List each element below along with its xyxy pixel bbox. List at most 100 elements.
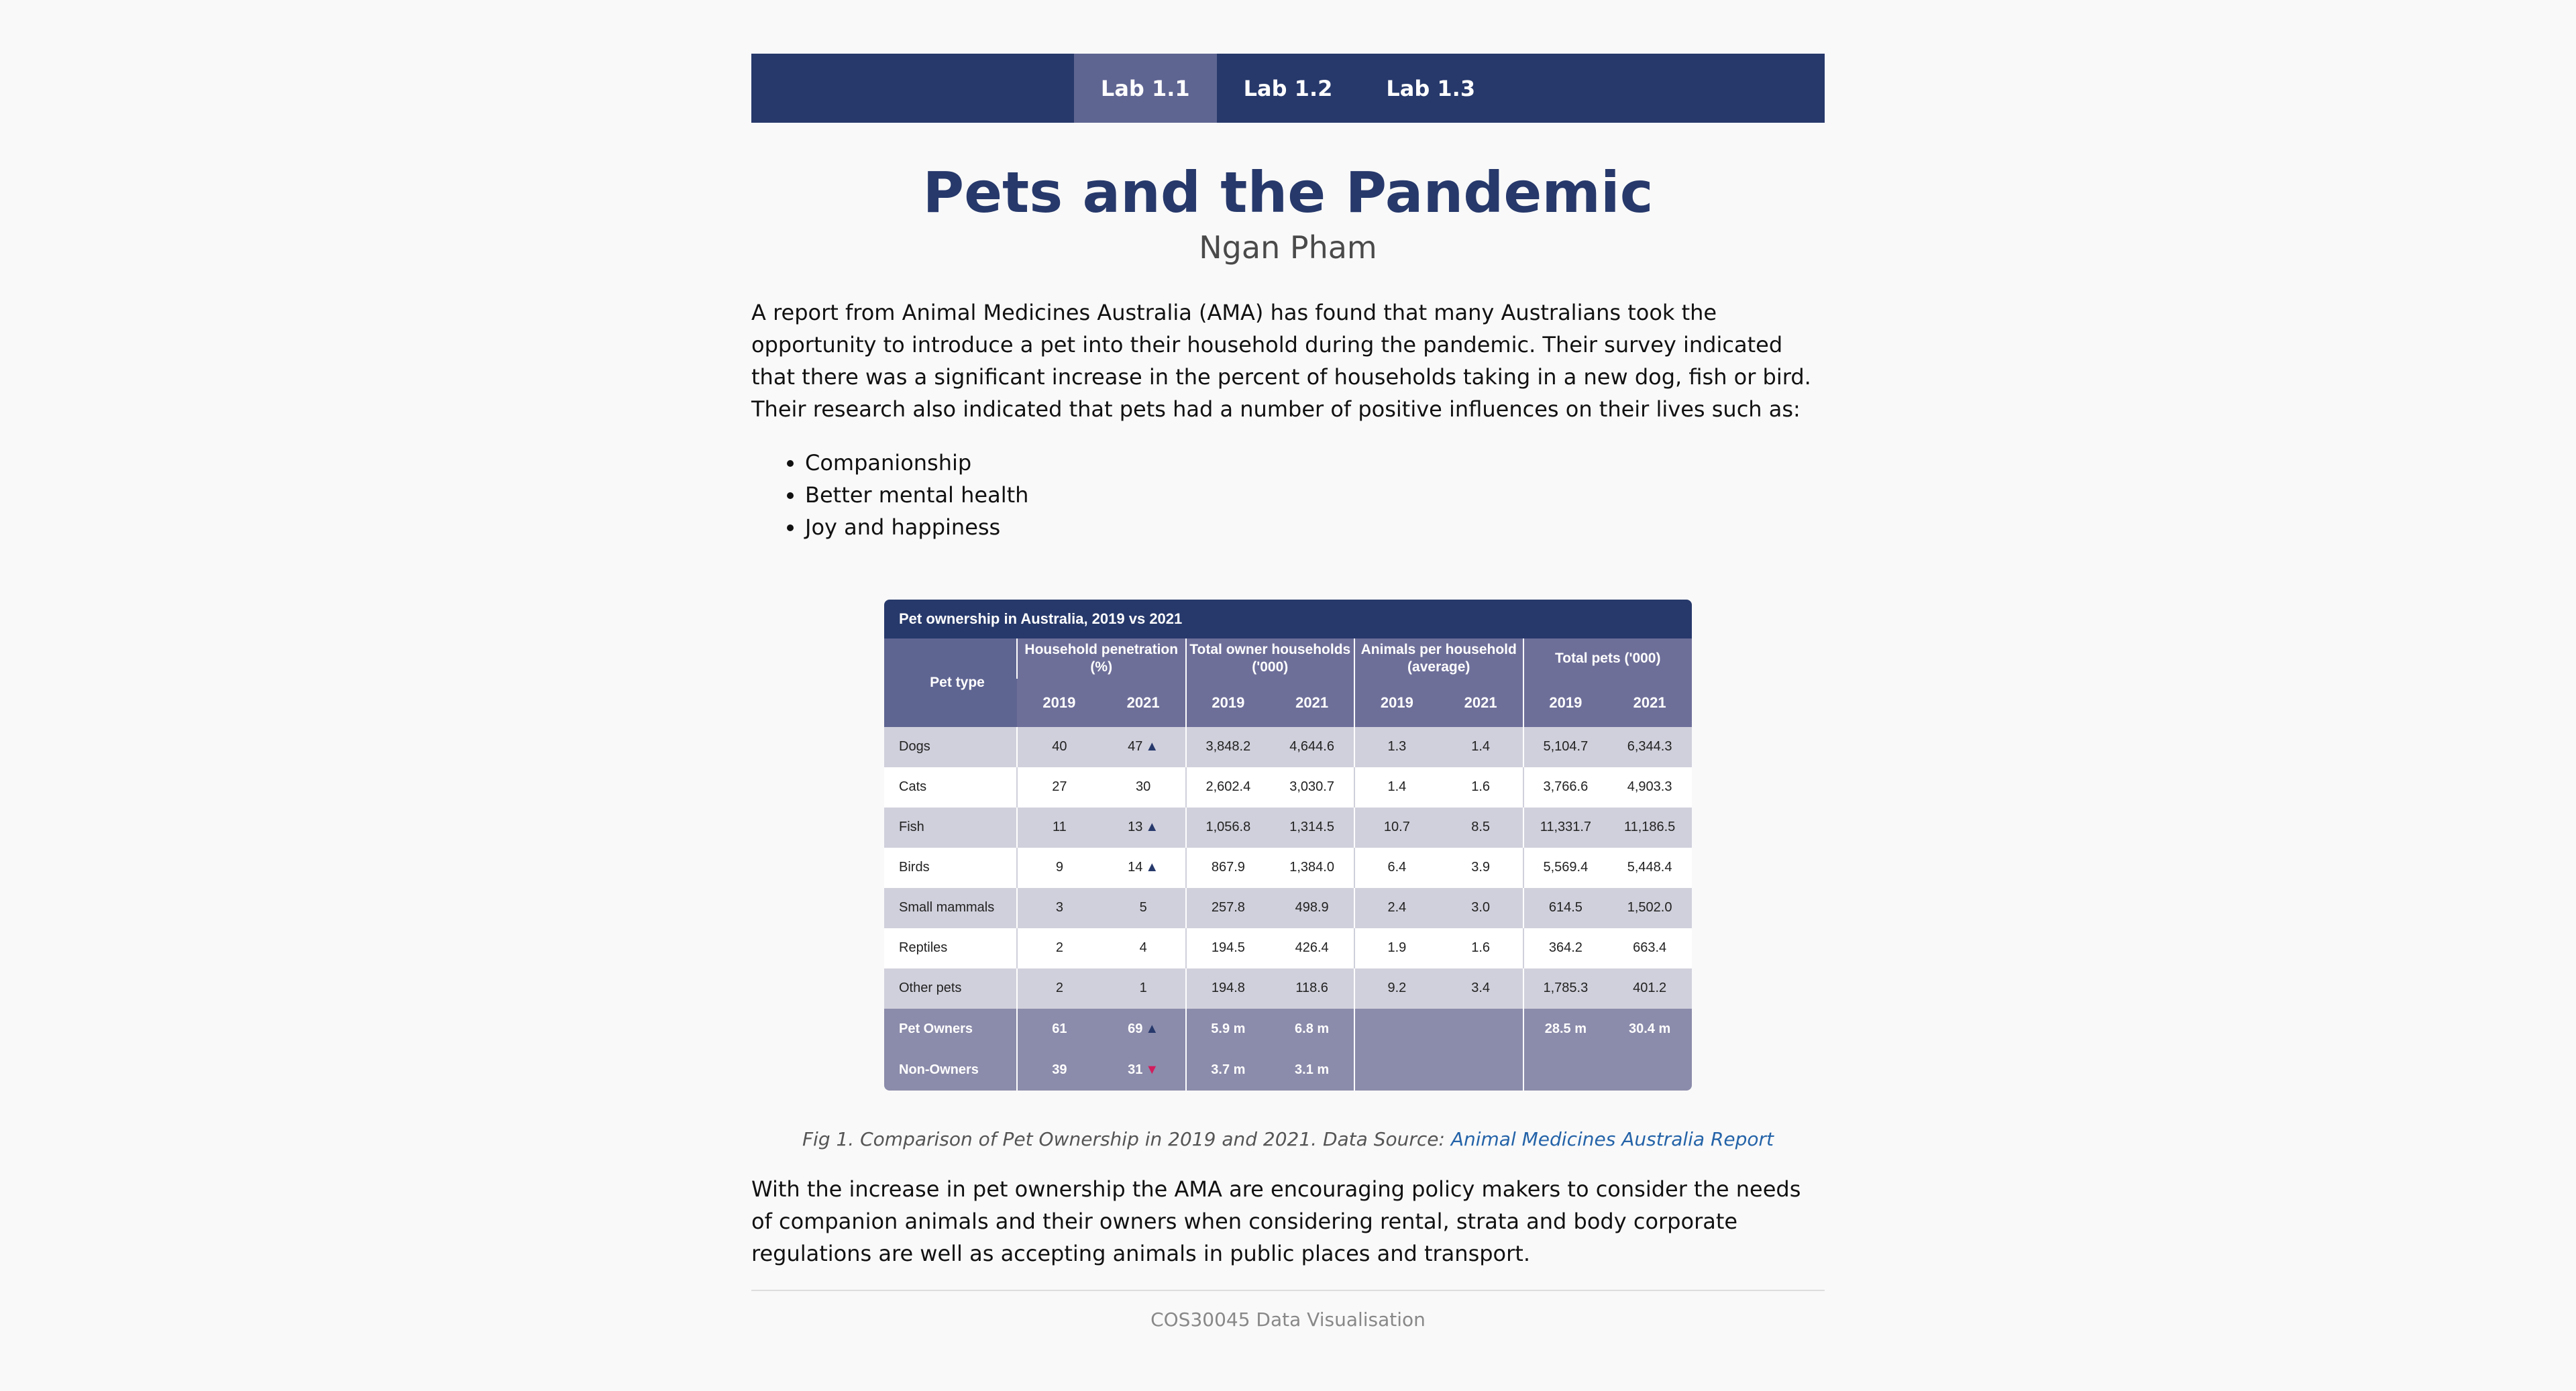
- table-row: Reptiles 2 4 194.5 426.4 1.9 1.6 364.2 663.4: [884, 928, 1692, 968]
- cell-value: 4: [1139, 940, 1147, 956]
- table-cell: 1.4: [1438, 726, 1523, 767]
- cell-value: 1,314.5: [1289, 820, 1334, 835]
- cell-value: 1.6: [1471, 940, 1491, 956]
- cell-value: 1,056.8: [1205, 820, 1251, 835]
- table-cell: 13 ▲: [1101, 807, 1186, 848]
- cell-value: 9.2: [1387, 981, 1407, 996]
- cell-value: 1.9: [1387, 940, 1407, 956]
- header-year: 2019: [1185, 678, 1271, 727]
- top-nav: Lab 1.1 Lab 1.2 Lab 1.3: [751, 54, 1825, 123]
- cell-value: 13: [1128, 820, 1143, 835]
- table-cell: 47 ▲: [1101, 726, 1186, 767]
- table-cell: 11,186.5: [1607, 807, 1692, 848]
- table-cell: 3,030.7: [1270, 767, 1354, 808]
- cell-value: 3.9: [1471, 860, 1491, 875]
- table-cell: 5: [1101, 887, 1186, 928]
- cell-value: 2: [1055, 940, 1063, 956]
- cell-value: 30.4 m: [1628, 1021, 1671, 1036]
- table-cell: 257.8: [1185, 887, 1271, 928]
- header-year: 2021: [1438, 678, 1523, 727]
- figure-title: Pet ownership in Australia, 2019 vs 2021: [884, 599, 1692, 638]
- cell-value: 401.2: [1633, 981, 1667, 996]
- cell-value: 3.4: [1471, 981, 1491, 996]
- table-body: Dogs 40 47 ▲ 3,848.2 4,644.6 1.3 1.4 5,104.7 6,34…: [884, 726, 1692, 1091]
- table-cell: 1,502.0: [1607, 887, 1692, 928]
- table-cell: 1.6: [1438, 928, 1523, 968]
- table-cell: 5,448.4: [1607, 847, 1692, 888]
- nav-tab-lab-1-2[interactable]: Lab 1.2: [1243, 75, 1333, 101]
- cell-value: 61: [1052, 1021, 1067, 1036]
- cell-value: 11,186.5: [1623, 820, 1676, 835]
- table-cell: 4,644.6: [1270, 726, 1354, 767]
- table-cell: 27: [1016, 767, 1102, 808]
- nav-tab-lab-1-1[interactable]: Lab 1.1: [1073, 54, 1217, 123]
- cell-value: 3.7 m: [1211, 1062, 1246, 1077]
- arrow-up-icon: ▲: [1145, 820, 1159, 835]
- cell-value: 6.4: [1387, 860, 1407, 875]
- cell-value: 2.4: [1387, 900, 1407, 915]
- cell-value: 5: [1139, 900, 1147, 915]
- row-label: Fish: [884, 807, 1017, 848]
- table-row: Pet Owners 61 69 ▲ 5.9 m 6.8 m 28.5 m 30.4 m: [884, 1008, 1692, 1050]
- cell-value: 1.6: [1471, 779, 1491, 795]
- row-label: Reptiles: [884, 928, 1017, 968]
- table-cell: 11,331.7: [1522, 807, 1608, 848]
- cell-value: 426.4: [1295, 940, 1329, 956]
- intro-paragraph: A report from Animal Medicines Australia…: [751, 299, 1811, 422]
- cell-value: 31: [1128, 1062, 1143, 1077]
- cell-value: 5,104.7: [1543, 739, 1589, 755]
- table-cell: 614.5: [1522, 887, 1608, 928]
- cell-value: 867.9: [1211, 860, 1245, 875]
- cell-value: 11: [1052, 820, 1067, 835]
- source-link[interactable]: Animal Medicines Australia Report: [1450, 1127, 1774, 1150]
- table-cell: 1.3: [1354, 726, 1439, 767]
- row-label: Birds: [884, 847, 1017, 888]
- cell-value: 5,448.4: [1627, 860, 1672, 875]
- figure-caption: Fig 1. Comparison of Pet Ownership in 20…: [751, 1128, 1825, 1150]
- nav-tab-lab-1-3[interactable]: Lab 1.3: [1386, 75, 1476, 101]
- cell-value: 6.8 m: [1295, 1021, 1330, 1036]
- table-cell: 69 ▲: [1101, 1008, 1186, 1050]
- table-cell: 364.2: [1522, 928, 1608, 968]
- table-cell: 2,602.4: [1185, 767, 1271, 808]
- table-row: Dogs 40 47 ▲ 3,848.2 4,644.6 1.3 1.4 5,104.7 6,34…: [884, 726, 1692, 767]
- table-cell: [1354, 1008, 1439, 1050]
- table-cell: 1.6: [1438, 767, 1523, 808]
- cell-value: 614.5: [1548, 900, 1582, 915]
- cell-value: 1,785.3: [1543, 981, 1589, 996]
- table-cell: 401.2: [1607, 968, 1692, 1009]
- page-title: Pets and the Pandemic: [922, 160, 1654, 225]
- table-cell: 10.7: [1354, 807, 1439, 848]
- table-cell: 28.5 m: [1522, 1008, 1608, 1050]
- table-row: Non-Owners 39 31 ▼ 3.7 m 3.1 m: [884, 1049, 1692, 1091]
- table-cell: 1.4: [1354, 767, 1439, 808]
- table-cell: 5,569.4: [1522, 847, 1608, 888]
- cell-value: 8.5: [1471, 820, 1491, 835]
- arrow-down-icon: ▼: [1145, 1062, 1159, 1077]
- cell-value: 1.4: [1387, 779, 1407, 795]
- benefits-list: Companionship Better mental health Joy a…: [751, 447, 1825, 543]
- cell-value: 3,030.7: [1289, 779, 1334, 795]
- table-cell: 6.4: [1354, 847, 1439, 888]
- table-cell: 3.4: [1438, 968, 1523, 1009]
- header-year: 2019: [1017, 678, 1102, 727]
- table-cell: 4,903.3: [1607, 767, 1692, 808]
- cell-value: 1: [1139, 981, 1147, 996]
- table-cell: [1607, 1049, 1692, 1091]
- table-cell: 6,344.3: [1607, 726, 1692, 767]
- header-pet-type: Pet type: [884, 638, 1017, 727]
- footer-divider: [751, 1289, 1825, 1291]
- cell-value: 5.9 m: [1211, 1021, 1246, 1036]
- cell-value: 39: [1052, 1062, 1067, 1077]
- cell-value: 1.3: [1387, 739, 1407, 755]
- cell-value: 498.9: [1295, 900, 1329, 915]
- cell-value: 3.0: [1471, 900, 1491, 915]
- table-cell: 3: [1016, 887, 1102, 928]
- header-year: 2019: [1354, 678, 1439, 727]
- table-cell: 867.9: [1185, 847, 1271, 888]
- table-row: Fish 11 13 ▲ 1,056.8 1,314.5 10.7 8.5 11,331.7 11…: [884, 807, 1692, 848]
- cell-value: 257.8: [1211, 900, 1245, 915]
- table-cell: 3.0: [1438, 887, 1523, 928]
- table-cell: 1,314.5: [1270, 807, 1354, 848]
- table-cell: [1438, 1008, 1523, 1050]
